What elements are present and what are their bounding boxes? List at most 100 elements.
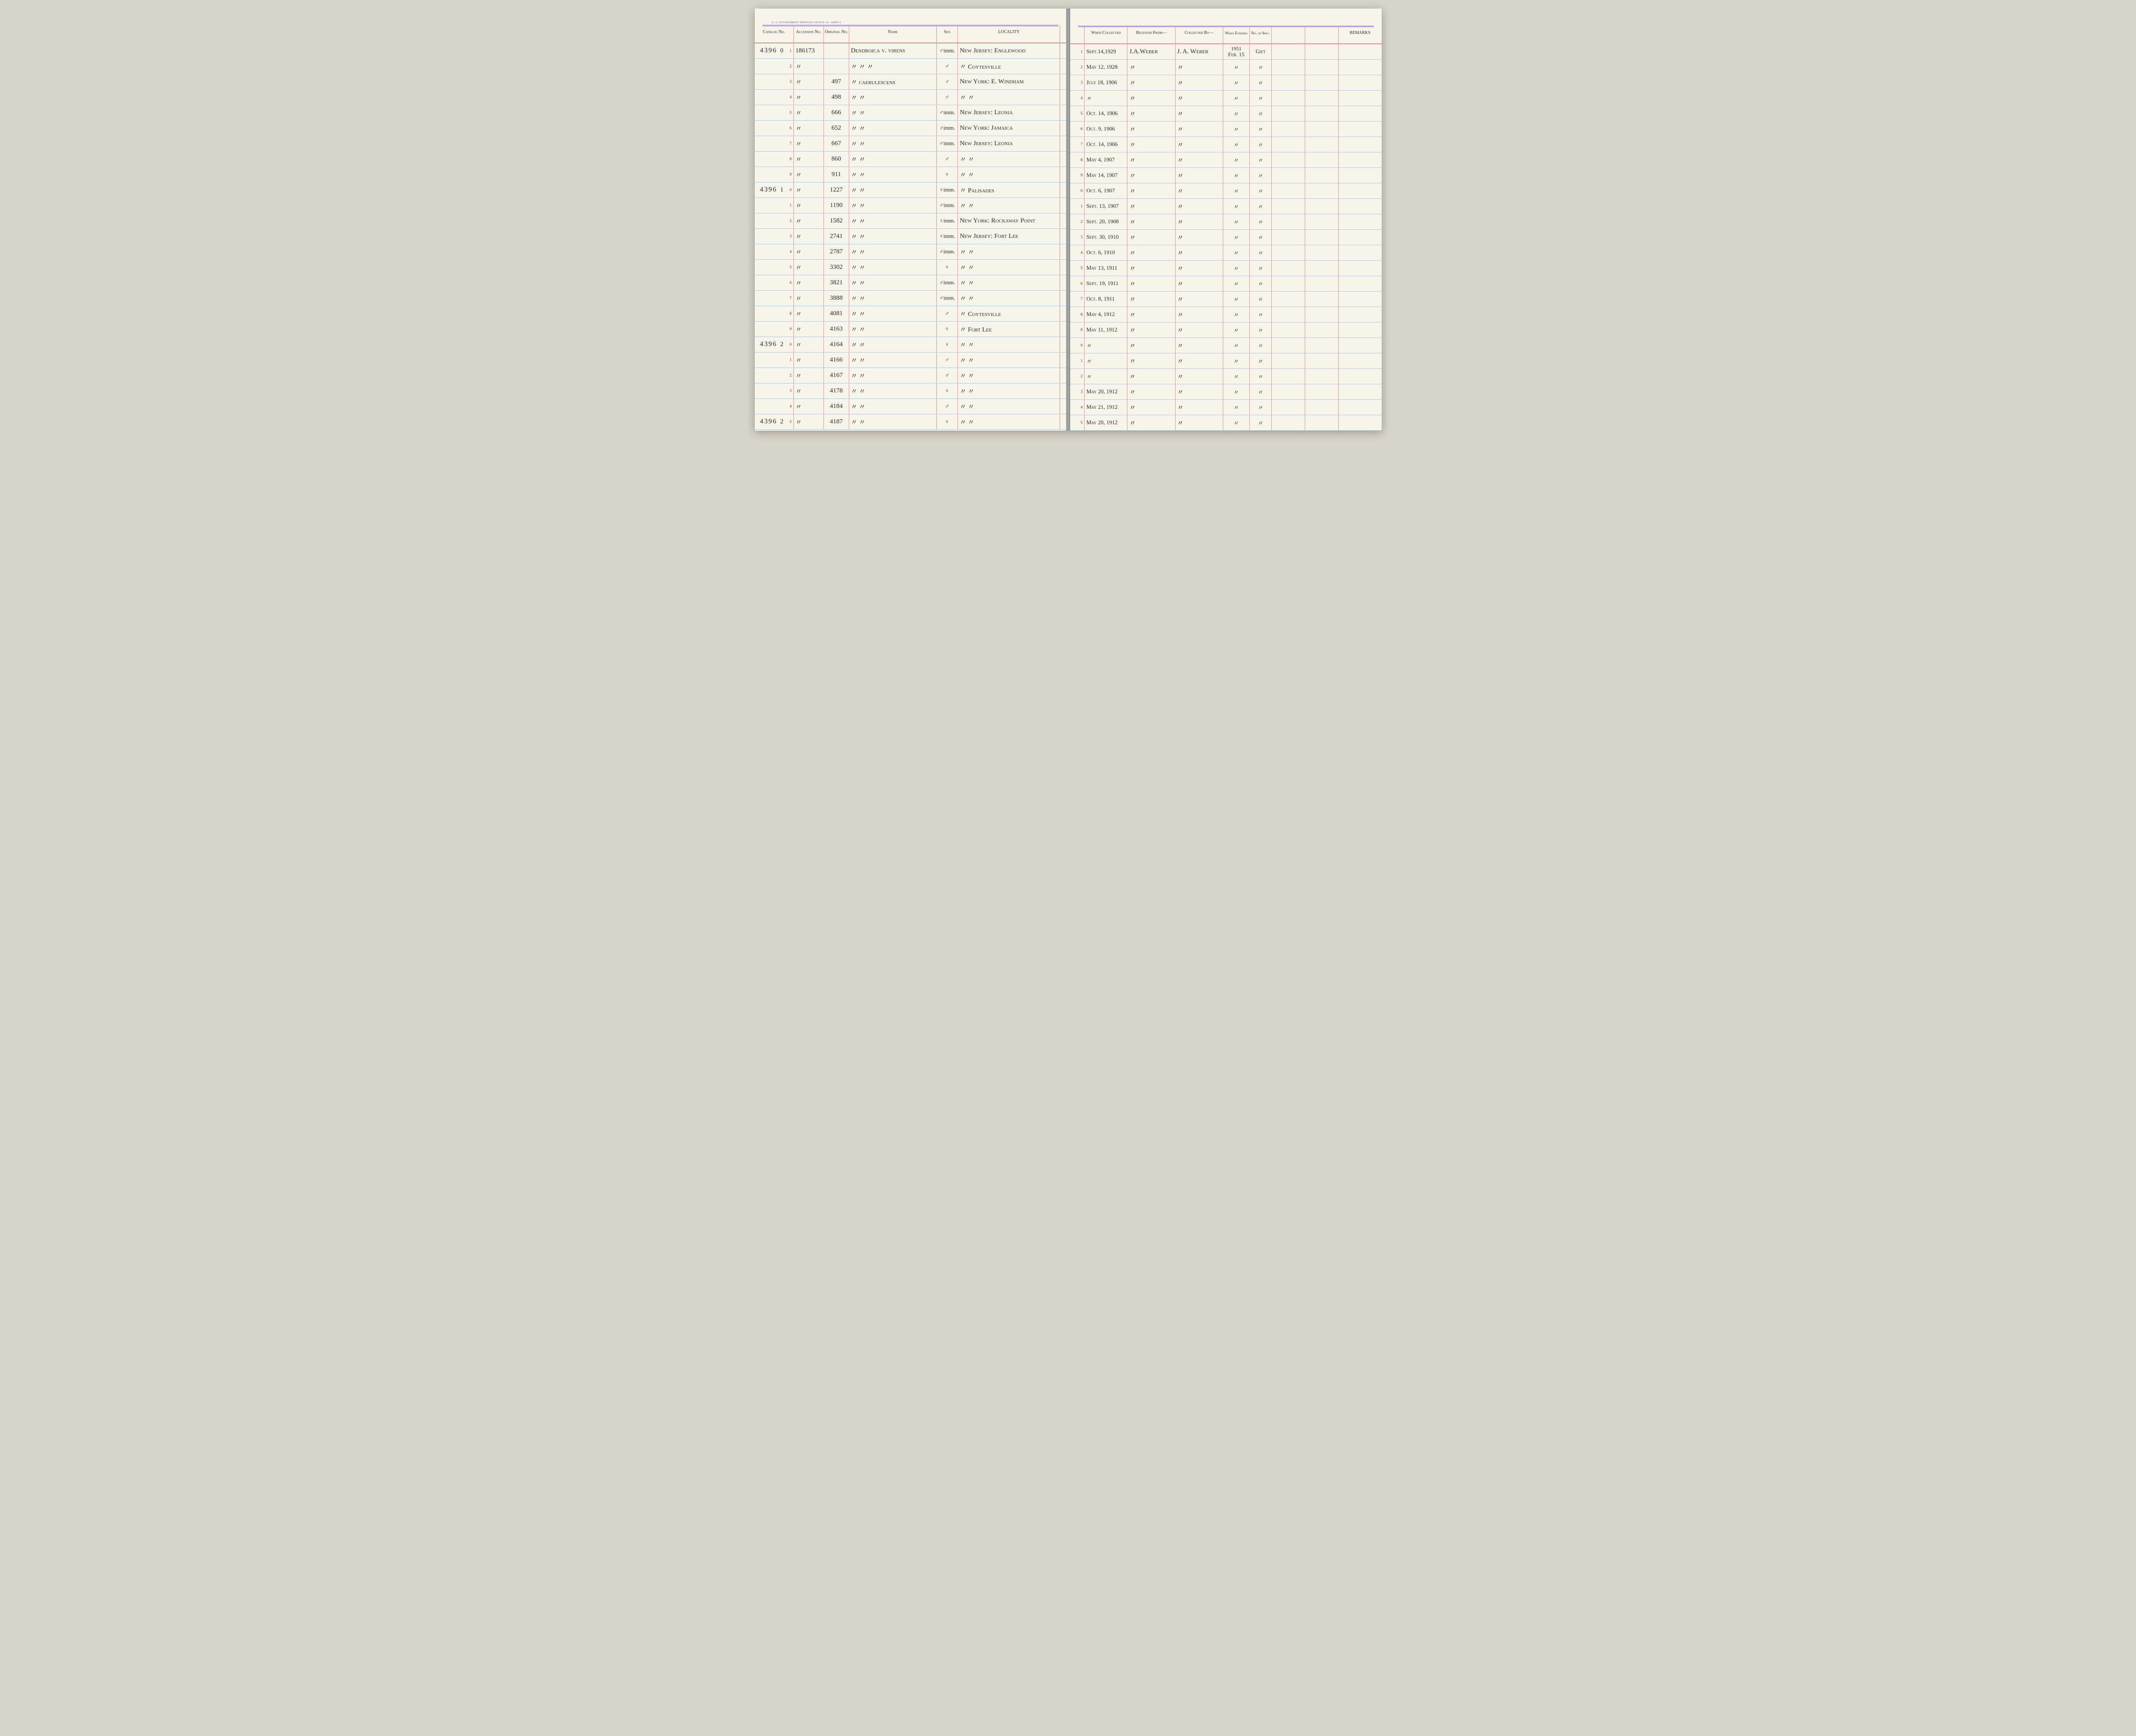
cell-rgutter xyxy=(1070,384,1077,399)
cell-gutter xyxy=(1060,120,1066,136)
cell-catalog-digit xyxy=(778,120,786,136)
cell-received-from: 〃 xyxy=(1127,307,1175,322)
cell-subnum: 6 xyxy=(786,275,793,290)
cell-blank2 xyxy=(1305,121,1339,137)
cell-rnum: 2 xyxy=(1077,59,1085,75)
table-row: 2〃1582〃 〃♀imm.New York: Rockaway Point xyxy=(755,213,1066,228)
cell-subnum: 9 xyxy=(786,321,793,337)
cell-when-entered: 〃 xyxy=(1223,59,1249,75)
cell-blank2 xyxy=(1305,152,1339,167)
cell-blank1 xyxy=(1272,245,1305,260)
cell-rgutter xyxy=(1070,183,1077,198)
cell-blank1 xyxy=(1272,214,1305,229)
cell-original: 3888 xyxy=(823,290,849,306)
cell-catalog-digit xyxy=(778,368,786,383)
cell-original: 497 xyxy=(823,74,849,89)
cell-name: 〃 〃 xyxy=(849,228,936,244)
cell-received-from: 〃 xyxy=(1127,291,1175,307)
cell-blank1 xyxy=(1272,229,1305,245)
cell-sex: ♂imm. xyxy=(936,136,958,151)
cell-rgutter xyxy=(1070,121,1077,137)
cell-accession: 〃 xyxy=(793,74,823,89)
header-row: Catalog No. Accession No. Original No. N… xyxy=(755,26,1066,43)
cell-when-collected: 〃 xyxy=(1085,353,1127,368)
cell-sex: ♂imm. xyxy=(936,43,958,58)
table-row: 0Oct. 6, 1907〃〃〃〃 xyxy=(1070,183,1382,198)
header-row-right: When Collected Received From— Collected … xyxy=(1070,27,1382,44)
cell-original: 3302 xyxy=(823,259,849,275)
cell-catalog-digit xyxy=(778,306,786,321)
cell-gutter xyxy=(1060,398,1066,414)
cell-name: 〃 〃 xyxy=(849,198,936,213)
table-row: 4〃2787〃 〃♂imm.〃 〃 xyxy=(755,244,1066,259)
cell-accession: 〃 xyxy=(793,213,823,228)
cell-rgutter xyxy=(1070,152,1077,167)
cell-locality: 〃 〃 xyxy=(958,151,1060,167)
cell-subnum: 2 xyxy=(786,58,793,74)
cell-sex: ♂imm. xyxy=(936,120,958,136)
cell-catalog-digit xyxy=(778,198,786,213)
cell-rgutter xyxy=(1070,229,1077,245)
cell-remarks xyxy=(1338,198,1381,214)
table-row: 7Oct. 8, 1911〃〃〃〃 xyxy=(1070,291,1382,307)
cell-received-from: 〃 xyxy=(1127,322,1175,337)
cell-received-from: 〃 xyxy=(1127,59,1175,75)
cell-sex: ♀ xyxy=(936,321,958,337)
table-row: 439625〃4187〃 〃♀〃 〃 xyxy=(755,414,1066,429)
cell-sex: ♀ xyxy=(936,383,958,398)
cell-sex: ♀ xyxy=(936,167,958,182)
cell-blank1 xyxy=(1272,198,1305,214)
cell-name: 〃 〃 xyxy=(849,290,936,306)
cell-gutter xyxy=(1060,43,1066,58)
cell-accession: 〃 xyxy=(793,167,823,182)
cell-locality: 〃 〃 xyxy=(958,244,1060,259)
cell-blank2 xyxy=(1305,245,1339,260)
cell-original: 667 xyxy=(823,136,849,151)
cell-received-from: 〃 xyxy=(1127,90,1175,106)
cell-remarks xyxy=(1338,59,1381,75)
hdr-accession: Accession No. xyxy=(793,26,823,43)
cell-blank1 xyxy=(1272,59,1305,75)
right-tbody: 1Sept.14,1929J.A.WeberJ. A. Weber1951Feb… xyxy=(1070,44,1382,430)
cell-collected-by: 〃 xyxy=(1175,90,1223,106)
cell-gutter xyxy=(1060,213,1066,228)
cell-subnum: 4 xyxy=(786,244,793,259)
cell-collected-by: 〃 xyxy=(1175,307,1223,322)
cell-rnum: 4 xyxy=(1077,90,1085,106)
cell-when-entered: 〃 xyxy=(1223,229,1249,245)
cell-when-entered: 〃 xyxy=(1223,75,1249,90)
table-row: 3〃2741〃 〃♀imm.New Jersey: Fort Lee xyxy=(755,228,1066,244)
hdr-blank1 xyxy=(1272,27,1305,44)
cell-gutter xyxy=(1060,167,1066,182)
cell-blank2 xyxy=(1305,384,1339,399)
cell-locality: 〃 Coytesville xyxy=(958,58,1060,74)
table-row: 5Oct. 14, 1906〃〃〃〃 xyxy=(1070,106,1382,121)
cell-locality: 〃 Coytesville xyxy=(958,306,1060,321)
cell-gutter xyxy=(1060,259,1066,275)
cell-sex: ♂imm. xyxy=(936,105,958,120)
cell-rnum: 8 xyxy=(1077,307,1085,322)
cell-rnum: 1 xyxy=(1077,44,1085,59)
cell-collected-by: 〃 xyxy=(1175,229,1223,245)
table-row: 9〃4163〃 〃♀〃 Fort Lee xyxy=(755,321,1066,337)
cell-catalog-prefix xyxy=(755,198,778,213)
cell-when-collected: Sept. 20, 1908 xyxy=(1085,214,1127,229)
cell-when-entered: 〃 xyxy=(1223,322,1249,337)
cell-rnum: 0 xyxy=(1077,337,1085,353)
cell-accession: 〃 xyxy=(793,182,823,198)
cell-blank1 xyxy=(1272,44,1305,59)
cell-original: 911 xyxy=(823,167,849,182)
cell-collected-by: 〃 xyxy=(1175,198,1223,214)
cell-blank2 xyxy=(1305,399,1339,415)
cell-blank1 xyxy=(1272,260,1305,276)
cell-accession: 〃 xyxy=(793,259,823,275)
cell-subnum: 4 xyxy=(786,398,793,414)
cell-when-collected: May 20, 1912 xyxy=(1085,415,1127,430)
table-row: 2〃4167〃 〃♂〃 〃 xyxy=(755,368,1066,383)
cell-remarks xyxy=(1338,167,1381,183)
cell-collected-by: 〃 xyxy=(1175,183,1223,198)
cell-received-from: 〃 xyxy=(1127,198,1175,214)
cell-name: 〃 〃 xyxy=(849,167,936,182)
cell-catalog-digit xyxy=(778,259,786,275)
table-row: 3〃4178〃 〃♀〃 〃 xyxy=(755,383,1066,398)
